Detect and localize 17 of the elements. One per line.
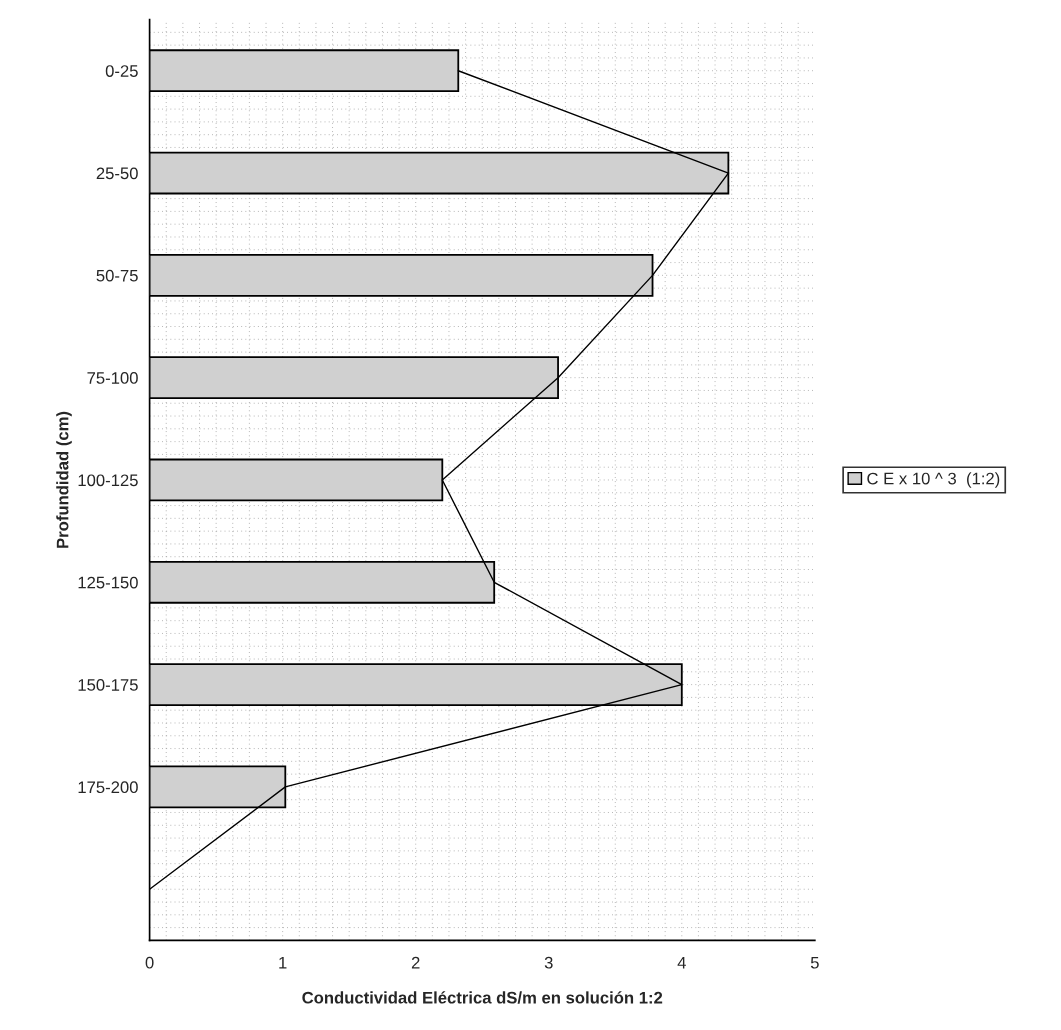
x-tick-label: 4 (677, 956, 686, 969)
y-tick-label: 100-125 (78, 474, 138, 487)
x-tick-label: 3 (544, 956, 553, 969)
y-tick-label: 150-175 (78, 679, 138, 691)
y-tick-label: 50-75 (96, 269, 138, 282)
x-tick-label: 5 (810, 956, 819, 969)
legend-label: C E x 10 ^ 3 (1:2) (867, 472, 1000, 488)
y-tick-label: 25-50 (96, 167, 138, 180)
y-tick-label: 125-150 (78, 576, 138, 589)
y-axis-title: Profundidad (cm) (56, 411, 72, 548)
y-tick-label: 175-200 (78, 781, 138, 794)
x-axis-title: Conductividad Eléctrica dS/m en solución 1:2 (302, 991, 663, 1004)
x-tick-label: 0 (145, 956, 154, 969)
y-tick-label: 75-100 (87, 372, 138, 384)
x-tick-label: 1 (279, 956, 287, 969)
y-tick-label: 0-25 (105, 65, 138, 77)
x-tick-label: 2 (411, 956, 420, 969)
